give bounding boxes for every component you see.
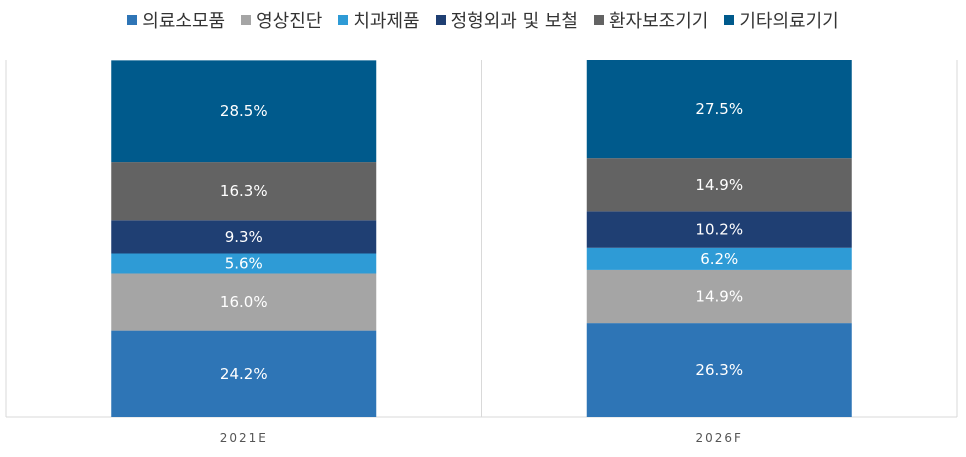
data-label: 5.6%: [225, 254, 263, 272]
data-label: 10.2%: [695, 221, 743, 239]
bar-segment: [111, 273, 377, 331]
legend-swatch: [127, 15, 138, 25]
bar-segment: [586, 158, 852, 212]
data-label: 14.9%: [695, 176, 743, 194]
bar-segment: [111, 220, 377, 254]
bar-segment: [586, 247, 852, 270]
bar-segment: [586, 323, 852, 417]
data-label: 27.5%: [695, 100, 743, 118]
legend-label: 정형외과 및 보철: [450, 11, 578, 32]
data-label: 16.0%: [220, 293, 268, 311]
x-tick-label: 2026F: [696, 431, 743, 445]
data-label: 26.3%: [695, 361, 743, 379]
legend-item: 정형외과 및 보철: [435, 7, 578, 33]
legend-label: 영상진단: [256, 11, 323, 32]
legend-swatch: [338, 15, 349, 25]
legend-item: 기타의료기기: [724, 7, 839, 33]
legend-label: 기타의료기기: [739, 11, 839, 32]
bar-segment: [586, 60, 852, 159]
bar-segment: [111, 162, 377, 221]
legend-item: 영상진단: [241, 7, 322, 33]
data-label: 28.5%: [220, 102, 268, 120]
bar-segment: [586, 211, 852, 248]
data-label: 14.9%: [695, 288, 743, 306]
bar-segment: [586, 269, 852, 324]
data-label: 16.3%: [220, 182, 268, 200]
legend-item: 치과제품: [338, 7, 420, 33]
bar-segment: [111, 330, 377, 417]
bar-segment: [111, 253, 377, 274]
legend-swatch: [593, 15, 604, 25]
x-tick-label: 2021E: [220, 431, 268, 445]
data-label: 9.3%: [225, 228, 263, 246]
legend-label: 의료소모품: [142, 11, 226, 32]
data-label: 6.2%: [700, 250, 738, 268]
legend-swatch: [724, 15, 735, 25]
data-label: 24.2%: [220, 365, 268, 383]
legend-swatch: [241, 15, 252, 25]
legend-swatch: [435, 15, 446, 25]
legend-item: 환자보조기기: [593, 7, 709, 33]
chart-legend: 의료소모품 영상진단 치과제품 정형외과 및 보철 환자보조기기 기타의료기기: [0, 0, 966, 40]
legend-label: 치과제품: [353, 11, 420, 32]
legend-item: 의료소모품: [127, 7, 225, 33]
legend-label: 환자보조기기: [608, 11, 709, 32]
bar-segment: [111, 60, 377, 163]
